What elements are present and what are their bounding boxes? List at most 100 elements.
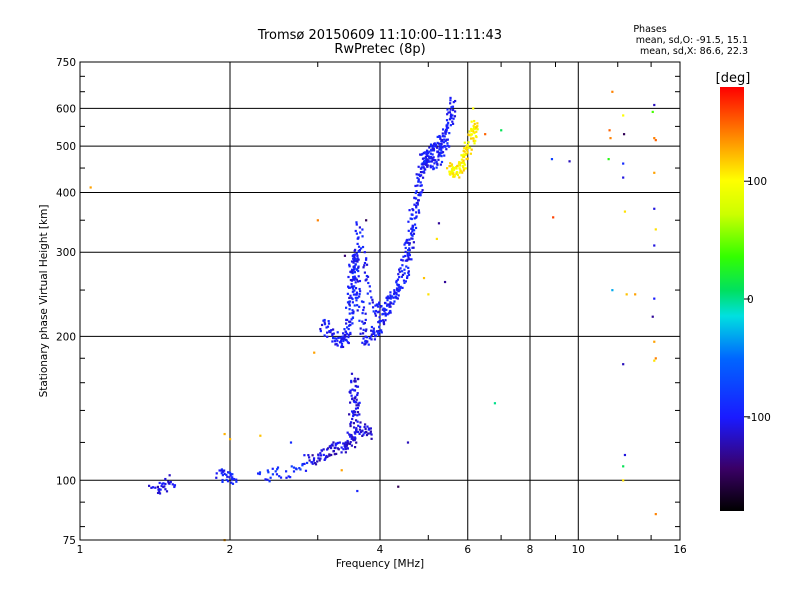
data-point bbox=[374, 312, 377, 315]
data-point bbox=[349, 422, 352, 426]
data-point bbox=[230, 481, 233, 484]
data-point bbox=[470, 129, 474, 133]
data-point bbox=[439, 154, 442, 157]
data-point bbox=[348, 433, 351, 436]
data-point bbox=[405, 276, 409, 280]
data-point bbox=[429, 164, 432, 167]
data-point bbox=[353, 270, 356, 274]
data-point bbox=[382, 312, 385, 316]
data-point bbox=[408, 243, 411, 246]
data-point bbox=[363, 423, 367, 426]
data-point bbox=[476, 122, 479, 125]
data-point bbox=[408, 254, 411, 257]
data-point bbox=[366, 425, 369, 428]
data-point bbox=[346, 301, 350, 304]
data-point bbox=[449, 165, 452, 168]
data-point bbox=[267, 471, 270, 474]
data-point bbox=[371, 298, 374, 301]
data-point bbox=[340, 451, 343, 454]
data-point bbox=[353, 410, 357, 413]
data-point bbox=[449, 124, 452, 127]
data-point bbox=[358, 432, 361, 436]
data-point bbox=[349, 323, 352, 327]
data-point bbox=[221, 480, 224, 483]
data-point bbox=[407, 220, 410, 223]
data-point bbox=[463, 147, 466, 150]
data-point bbox=[404, 250, 407, 253]
data-point bbox=[473, 142, 476, 145]
data-point bbox=[220, 469, 223, 472]
data-point bbox=[358, 287, 361, 291]
data-point bbox=[364, 258, 368, 261]
data-point bbox=[292, 470, 296, 473]
data-point bbox=[350, 394, 353, 397]
data-point bbox=[463, 150, 466, 153]
data-point bbox=[354, 413, 357, 416]
data-point bbox=[398, 270, 401, 273]
data-point bbox=[222, 470, 225, 473]
data-point bbox=[256, 472, 260, 475]
data-point bbox=[336, 441, 339, 445]
data-point bbox=[360, 300, 364, 303]
data-point bbox=[411, 228, 414, 231]
data-point bbox=[276, 466, 280, 469]
data-point bbox=[334, 343, 337, 346]
data-point bbox=[350, 279, 354, 282]
data-point bbox=[169, 480, 172, 484]
data-point bbox=[324, 457, 327, 460]
data-point bbox=[472, 139, 475, 143]
data-point bbox=[429, 156, 432, 159]
data-point bbox=[466, 157, 470, 160]
data-point bbox=[417, 165, 420, 168]
data-point bbox=[225, 478, 228, 481]
data-point bbox=[389, 296, 392, 299]
data-point bbox=[351, 417, 354, 421]
data-point bbox=[439, 136, 442, 139]
data-point bbox=[357, 404, 360, 407]
data-point bbox=[358, 428, 362, 431]
data-point bbox=[353, 249, 356, 253]
data-point bbox=[441, 128, 445, 131]
data-point bbox=[365, 340, 369, 343]
data-point bbox=[347, 324, 351, 327]
data-point bbox=[275, 473, 279, 476]
data-point bbox=[343, 442, 346, 445]
data-point bbox=[376, 311, 379, 314]
data-points bbox=[89, 90, 657, 542]
data-point bbox=[313, 351, 316, 354]
data-point bbox=[420, 166, 423, 169]
data-point bbox=[422, 170, 425, 173]
data-point bbox=[355, 293, 358, 296]
data-point bbox=[421, 163, 425, 166]
data-point bbox=[352, 310, 355, 313]
data-point bbox=[421, 176, 425, 179]
data-point bbox=[343, 254, 347, 257]
data-point bbox=[369, 290, 372, 293]
data-point bbox=[462, 155, 466, 159]
data-point bbox=[316, 219, 319, 222]
data-point bbox=[431, 145, 434, 148]
data-point bbox=[341, 335, 344, 338]
data-point bbox=[448, 170, 451, 173]
data-point bbox=[326, 447, 330, 450]
data-point bbox=[416, 184, 419, 187]
data-point bbox=[422, 151, 426, 154]
data-point bbox=[401, 273, 405, 277]
data-point bbox=[335, 342, 338, 346]
data-point bbox=[402, 279, 406, 282]
data-point bbox=[420, 184, 423, 187]
data-point bbox=[230, 473, 233, 476]
data-point bbox=[343, 328, 346, 331]
data-point bbox=[373, 338, 377, 341]
data-point bbox=[347, 285, 350, 288]
data-point bbox=[404, 280, 407, 283]
data-point bbox=[355, 223, 358, 226]
data-point bbox=[452, 172, 455, 175]
data-point bbox=[447, 111, 450, 114]
data-point bbox=[435, 166, 438, 169]
data-point bbox=[431, 153, 434, 156]
data-point bbox=[421, 171, 424, 174]
chart-subtitle: RwPretec (8p) bbox=[334, 42, 425, 57]
data-point bbox=[453, 174, 456, 177]
data-point bbox=[158, 490, 161, 493]
